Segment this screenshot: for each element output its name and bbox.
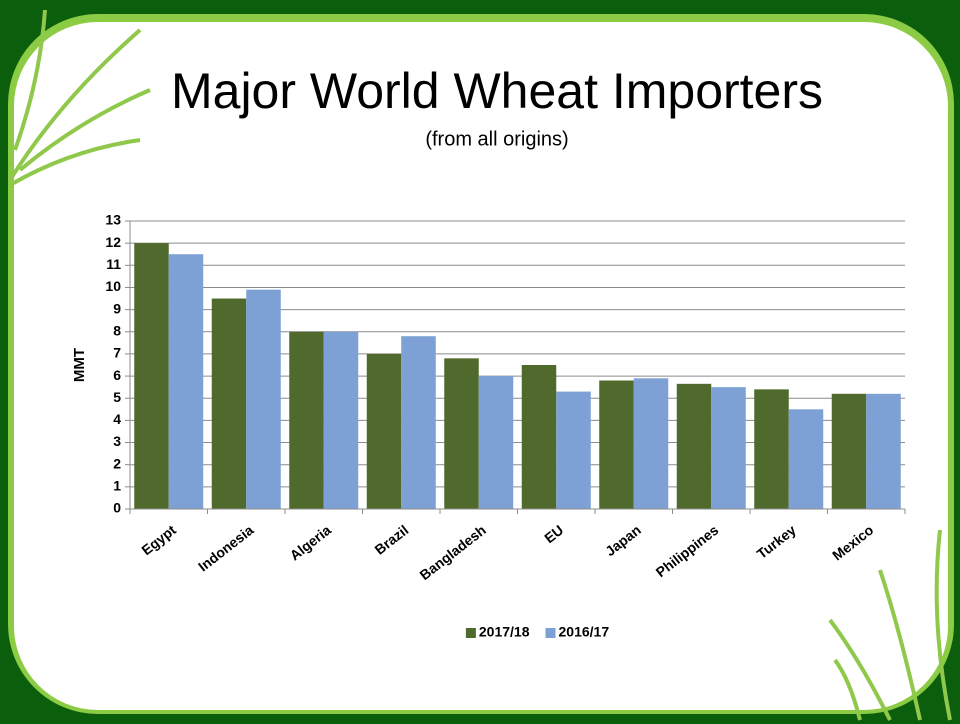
y-tick-label: 9	[113, 300, 121, 316]
y-tick-label: 3	[113, 433, 121, 449]
wheat-stalk	[13, 9, 47, 151]
legend-swatch	[545, 628, 556, 638]
bar	[246, 289, 281, 509]
bar	[401, 336, 436, 509]
bar	[521, 365, 557, 509]
wheat-stalk	[8, 28, 142, 182]
legend-swatch	[465, 628, 476, 638]
bar	[168, 254, 204, 509]
y-tick-label: 6	[113, 367, 121, 383]
bar	[134, 243, 169, 509]
wheat-stalk	[828, 618, 892, 721]
bar	[599, 380, 634, 509]
wheat-decoration	[8, 9, 952, 721]
wheat-stalk	[18, 88, 151, 172]
bar	[478, 376, 514, 509]
bar	[323, 331, 359, 509]
y-tick-label: 4	[113, 411, 121, 427]
y-tick-label: 11	[106, 256, 121, 272]
y-tick-label: 5	[113, 389, 121, 405]
bar	[754, 389, 789, 509]
chart-subtitle: (from all origins)	[425, 128, 568, 150]
bar	[866, 393, 901, 509]
wheat-stalk	[878, 569, 922, 721]
bar	[444, 358, 479, 509]
bar	[633, 378, 669, 509]
panel	[14, 22, 948, 710]
bar	[211, 298, 247, 509]
y-tick-label: 1	[113, 478, 121, 494]
wheat-stalk	[934, 529, 952, 721]
y-tick-label: 2	[113, 455, 121, 471]
bar	[366, 353, 402, 509]
y-tick-label: 10	[105, 278, 121, 294]
wheat-stalk	[8, 138, 141, 187]
y-tick-label: 13	[105, 212, 121, 228]
y-tick-label: 8	[113, 322, 121, 338]
legend-label: 2016/17	[559, 624, 610, 640]
bar	[676, 383, 712, 509]
bar	[831, 393, 867, 509]
bar	[711, 387, 746, 509]
bar	[556, 391, 591, 509]
y-axis-label: MMT	[71, 348, 88, 382]
y-tick-label: 12	[105, 234, 121, 250]
legend: 2017/18 2016/17	[465, 624, 610, 640]
y-tick-label: 7	[113, 345, 121, 361]
wheat-stalk	[833, 658, 862, 721]
y-tick-label: 0	[113, 500, 121, 516]
chart-title: Major World Wheat Importers	[171, 63, 823, 119]
bar	[289, 331, 324, 509]
bar	[788, 409, 824, 509]
legend-label: 2017/18	[479, 624, 530, 640]
